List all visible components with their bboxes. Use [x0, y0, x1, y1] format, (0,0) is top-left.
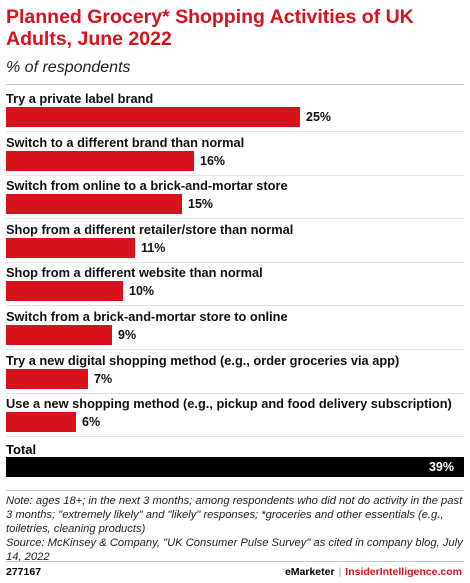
brand-insider-intelligence: InsiderIntelligence.com — [345, 566, 462, 578]
bottom-rule — [6, 490, 464, 491]
footer-rule — [6, 561, 464, 562]
value-label: 6% — [82, 415, 101, 430]
value-label: 16% — [200, 153, 226, 168]
category-label: Switch from online to a brick-and-mortar… — [6, 178, 288, 194]
brand-emarketer: eMarketer — [284, 566, 335, 578]
row-divider — [6, 436, 464, 438]
bar — [6, 325, 112, 345]
bar — [6, 237, 135, 258]
bar — [6, 368, 88, 389]
value-label: 9% — [118, 328, 137, 342]
row-divider — [6, 131, 464, 132]
row-divider — [6, 261, 464, 263]
chart-title: Planned Grocery* Shopping Activities of … — [6, 6, 414, 50]
row-divider — [6, 392, 464, 394]
bar — [6, 150, 194, 171]
category-label: Switch from a brick-and-mortar store to … — [6, 309, 288, 324]
category-label: Try a private label brand — [6, 91, 154, 106]
note-text: Note: ages 18+; in the next 3 months; am… — [6, 495, 463, 535]
bar — [6, 107, 300, 127]
brand-separator: | — [338, 566, 342, 578]
value-label: 15% — [188, 197, 214, 212]
category-label: Use a new shopping method (e.g., pickup … — [6, 396, 452, 412]
total-label: Total — [6, 442, 37, 457]
chart-notes: Note: ages 18+; in the next 3 months; am… — [6, 494, 466, 564]
source-text: Source: McKinsey & Company, "UK Consumer… — [6, 537, 463, 563]
total-bar: 39% — [6, 457, 464, 477]
top-rule — [6, 84, 464, 85]
footer-brand: eMarketer | InsiderIntelligence.com — [285, 565, 462, 579]
category-label: Shop from a different website than norma… — [6, 265, 263, 281]
row-divider — [6, 349, 464, 350]
category-label: Shop from a different retailer/store tha… — [6, 221, 294, 237]
total-value-label: 39% — [428, 460, 454, 474]
value-label: 7% — [94, 371, 113, 386]
row-divider — [6, 174, 464, 176]
value-label: 10% — [129, 284, 155, 299]
chart-id: 277167 — [6, 566, 42, 578]
chart-subtitle: % of respondents — [6, 59, 131, 76]
value-label: 25% — [306, 110, 332, 124]
row-divider — [6, 218, 464, 220]
bar — [6, 194, 182, 215]
row-divider — [6, 305, 464, 307]
category-label: Switch to a different brand than normal — [6, 134, 245, 150]
value-label: 11% — [141, 240, 166, 255]
bar — [6, 281, 123, 302]
category-label: Try a new digital shopping method (e.g.,… — [6, 352, 400, 368]
bar — [6, 412, 76, 433]
